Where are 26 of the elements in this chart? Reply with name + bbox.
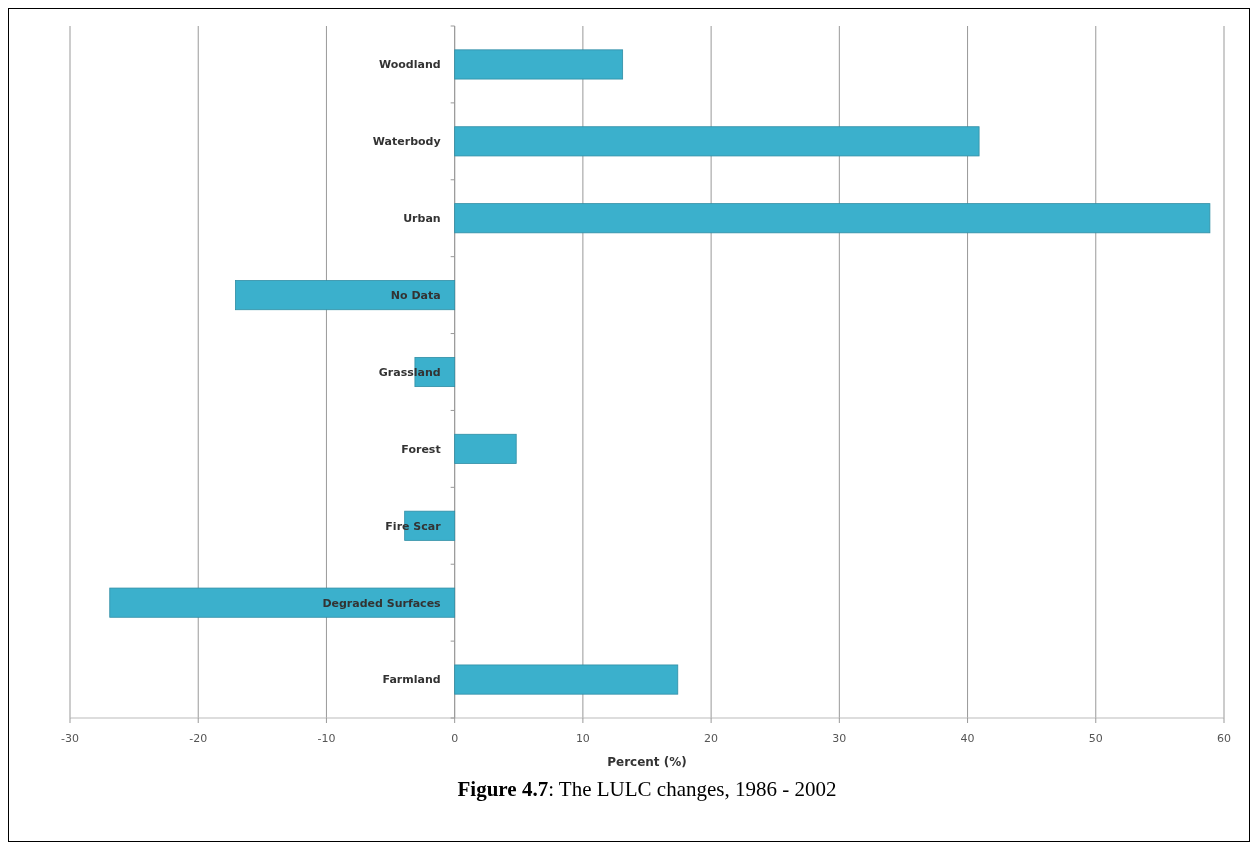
y-tick-label: Forest: [401, 442, 441, 456]
y-tick-label: Waterbody: [372, 135, 441, 149]
bar: [454, 203, 1211, 234]
bar: [235, 280, 456, 311]
x-tick-label: -20: [189, 732, 208, 745]
y-tick-label: Urban: [403, 212, 441, 226]
x-tick-label: 50: [1088, 732, 1103, 745]
text: Figure 4.7: The LULC changes, 1986 - 2002: [457, 777, 837, 801]
bar: [109, 587, 456, 618]
y-tick-label: Farmland: [382, 673, 441, 687]
y-tick-label: No Data: [390, 288, 441, 302]
y-tick-label: Woodland: [379, 58, 441, 72]
x-tick-label: -30: [61, 732, 79, 745]
x-tick-label: 20: [704, 732, 719, 745]
x-tick-label: 0: [451, 732, 459, 745]
x-tick-label: 30: [832, 732, 847, 745]
x-tick-label: -10: [317, 732, 336, 745]
x-tick-label: 10: [575, 732, 590, 745]
y-tick-label: Degraded Surfaces: [322, 596, 442, 610]
x-tick-label: 60: [1217, 732, 1231, 745]
bar: [454, 49, 624, 80]
bar: [454, 664, 679, 695]
x-axis-title: Percent (%): [607, 755, 687, 769]
bar: [454, 126, 980, 157]
bar: [454, 433, 517, 464]
x-tick-label: 40: [960, 732, 975, 745]
